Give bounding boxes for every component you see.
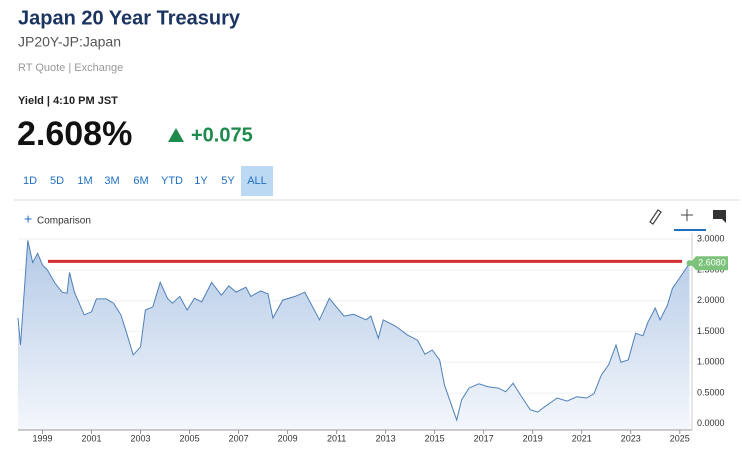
range-button[interactable]: 1Y	[194, 175, 208, 187]
x-tick-label: 2025	[670, 433, 690, 443]
active-range-bg	[241, 166, 273, 196]
comment-icon[interactable]	[713, 210, 726, 223]
last-point	[686, 260, 693, 267]
crosshair-icon[interactable]	[681, 209, 693, 221]
y-tick-label: 3.0000	[697, 234, 725, 244]
x-tick-label: 2011	[327, 433, 346, 443]
x-tick-label: 2013	[376, 433, 396, 443]
range-button[interactable]: YTD	[161, 175, 183, 187]
x-tick-label: 2019	[523, 433, 543, 443]
range-button[interactable]: ALL	[247, 175, 267, 187]
y-tick-label: 1.5000	[697, 326, 725, 336]
x-tick-label: 2005	[180, 433, 200, 443]
x-tick-label: 2015	[425, 433, 445, 443]
range-button[interactable]: 1D	[23, 175, 37, 187]
y-tick-label: 0.5000	[697, 387, 725, 397]
x-tick-label: 1999	[32, 433, 52, 443]
x-tick-label: 2007	[229, 433, 249, 443]
x-tick-label: 2003	[131, 433, 151, 443]
x-tick-label: 2009	[278, 433, 298, 443]
x-tick-label: 2001	[82, 433, 102, 443]
quote-label: Yield | 4:10 PM JST	[18, 95, 118, 107]
y-tick-label: 0.0000	[697, 418, 725, 428]
range-button[interactable]: 1M	[77, 175, 92, 187]
up-arrow	[168, 128, 184, 142]
source: RT Quote | Exchange	[18, 62, 123, 74]
range-button[interactable]: 5D	[50, 175, 64, 187]
line	[17, 240, 690, 422]
price: 2.608%	[17, 115, 132, 153]
range-button[interactable]: 5Y	[221, 175, 235, 187]
x-tick-label: 2021	[572, 433, 592, 443]
range-button[interactable]: 6M	[133, 175, 148, 187]
price-marker-label: 2.6080	[698, 258, 726, 268]
range-buttons: 1D 5D 1M 3M 6M YTD 1Y 5Y ALL	[23, 175, 267, 187]
title: Japan 20 Year Treasury	[18, 7, 241, 29]
pencil-icon[interactable]	[649, 209, 662, 225]
plus-icon[interactable]: +	[24, 211, 32, 227]
chart: 0.00000.50001.00001.50002.00002.50003.00…	[17, 233, 728, 443]
x-tick-label: 2017	[474, 433, 494, 443]
change: +0.075	[191, 124, 253, 146]
comparison-button[interactable]: Comparison	[37, 216, 91, 227]
range-button[interactable]: 3M	[104, 175, 119, 187]
symbol: JP20Y-JP:Japan	[18, 34, 121, 50]
area-fill	[18, 240, 690, 430]
price-marker-badge	[690, 256, 728, 271]
x-tick-label: 2023	[621, 433, 641, 443]
y-tick-label: 2.0000	[697, 295, 725, 305]
y-tick-label: 1.0000	[697, 357, 725, 367]
